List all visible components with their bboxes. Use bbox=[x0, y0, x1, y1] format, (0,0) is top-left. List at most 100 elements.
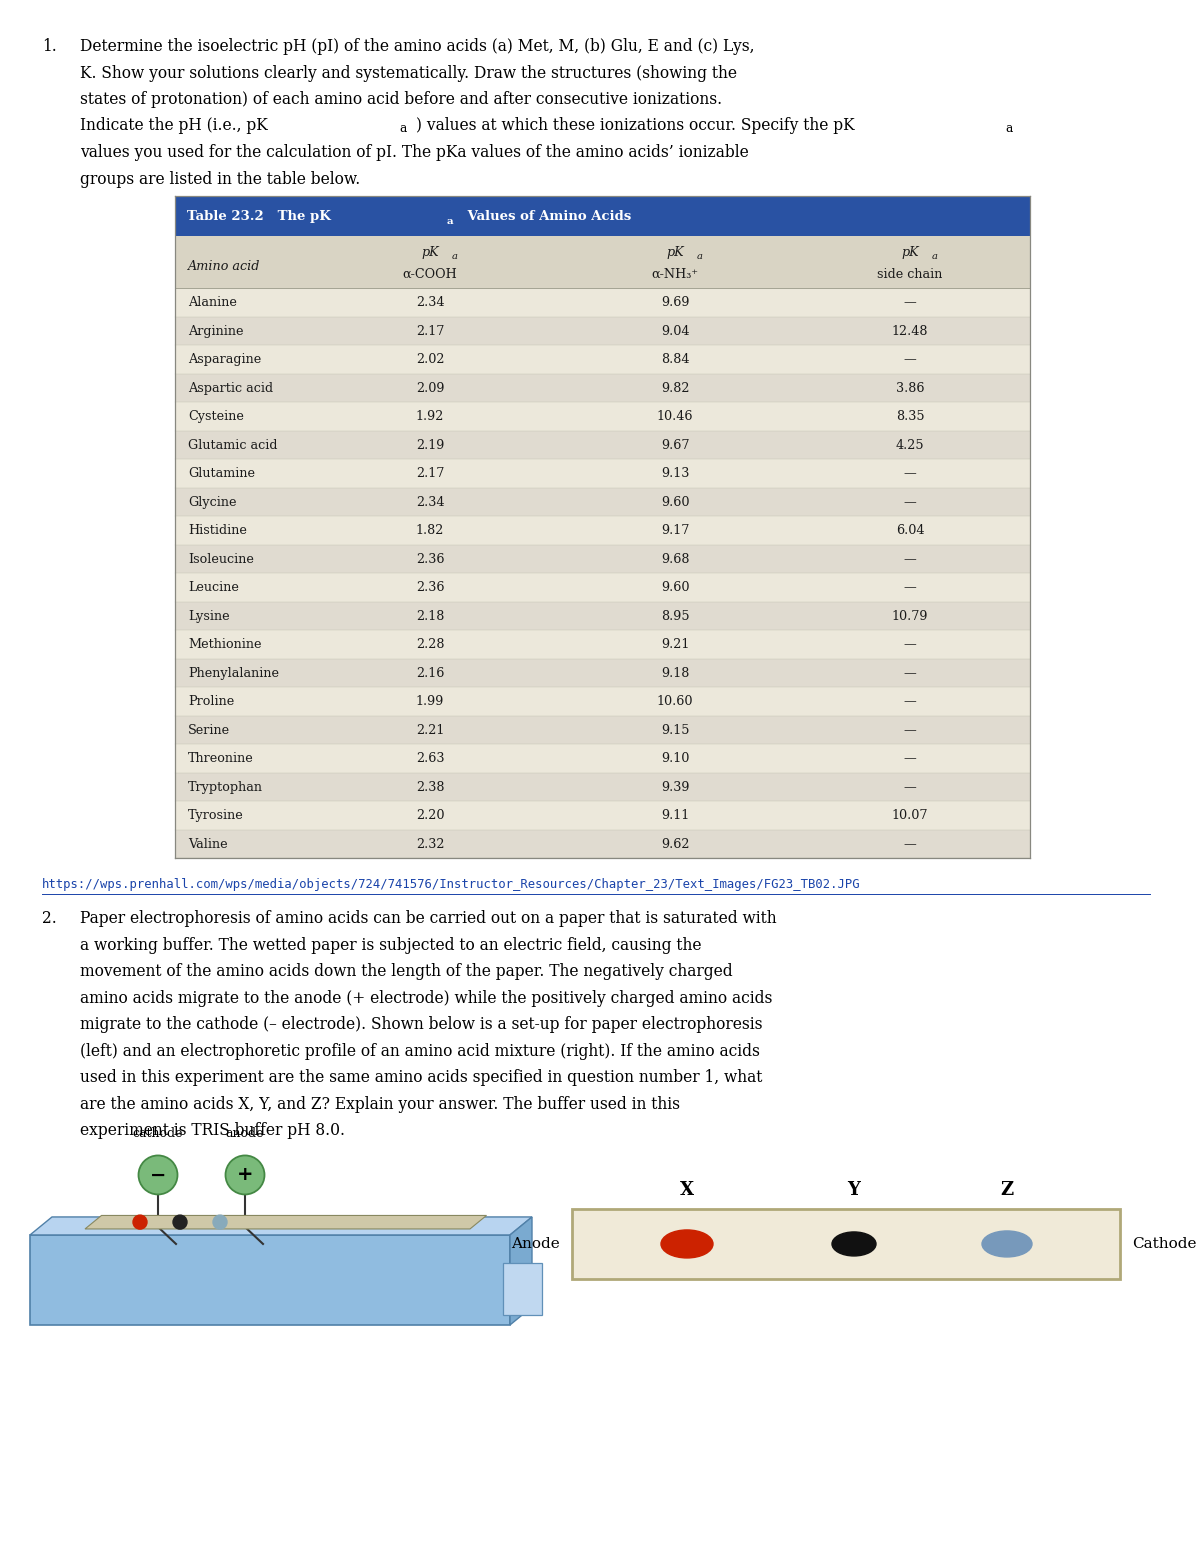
Ellipse shape bbox=[832, 1232, 876, 1256]
Text: 9.69: 9.69 bbox=[661, 296, 689, 309]
Text: K. Show your solutions clearly and systematically. Draw the structures (showing : K. Show your solutions clearly and syste… bbox=[80, 64, 737, 82]
FancyBboxPatch shape bbox=[572, 1209, 1120, 1279]
Text: 2.32: 2.32 bbox=[415, 837, 444, 851]
Text: https://wps.prenhall.com/wps/media/objects/724/741576/Instructor_Resources/Chapt: https://wps.prenhall.com/wps/media/objec… bbox=[42, 878, 860, 892]
Text: 10.46: 10.46 bbox=[656, 411, 694, 423]
Text: 6.04: 6.04 bbox=[895, 524, 924, 538]
Text: (left) and an electrophoretic profile of an amino acid mixture (right). If the a: (left) and an electrophoretic profile of… bbox=[80, 1043, 760, 1060]
Text: Paper electrophoresis of amino acids can be carried out on a paper that is satur: Paper electrophoresis of amino acids can… bbox=[80, 911, 776, 927]
Text: α-COOH: α-COOH bbox=[403, 268, 457, 281]
Polygon shape bbox=[30, 1217, 532, 1236]
Text: Phenylalanine: Phenylalanine bbox=[188, 666, 278, 679]
Text: Aspartic acid: Aspartic acid bbox=[188, 381, 274, 395]
Text: values you used for the calculation of pI. The pKa values of the amino acids’ io: values you used for the calculation of p… bbox=[80, 144, 749, 162]
FancyBboxPatch shape bbox=[175, 773, 1030, 801]
Text: Serine: Serine bbox=[188, 724, 230, 737]
Text: —: — bbox=[904, 353, 917, 367]
FancyBboxPatch shape bbox=[175, 403, 1030, 431]
Text: 1.82: 1.82 bbox=[416, 524, 444, 538]
Text: Anode: Anode bbox=[511, 1237, 560, 1251]
Text: 10.07: 10.07 bbox=[892, 809, 929, 822]
Text: 9.15: 9.15 bbox=[661, 724, 689, 737]
Text: 4.25: 4.25 bbox=[895, 439, 924, 452]
Text: 2.09: 2.09 bbox=[415, 381, 444, 395]
Text: 9.17: 9.17 bbox=[661, 524, 689, 538]
Text: 2.36: 2.36 bbox=[415, 582, 444, 594]
Text: 2.36: 2.36 bbox=[415, 552, 444, 566]
Text: 2.02: 2.02 bbox=[415, 353, 444, 367]
Text: —: — bbox=[904, 837, 917, 851]
Text: 2.: 2. bbox=[42, 911, 56, 927]
Text: Arginine: Arginine bbox=[188, 325, 244, 337]
Text: Determine the isoelectric pH (pI) of the amino acids (a) Met, M, (b) Glu, E and : Determine the isoelectric pH (pI) of the… bbox=[80, 38, 755, 55]
FancyBboxPatch shape bbox=[175, 196, 1030, 237]
FancyBboxPatch shape bbox=[175, 630, 1030, 659]
FancyBboxPatch shape bbox=[175, 829, 1030, 858]
Text: Values of Amino Acids: Values of Amino Acids bbox=[463, 210, 631, 223]
Text: Histidine: Histidine bbox=[188, 524, 247, 538]
Text: Valine: Valine bbox=[188, 837, 228, 851]
Text: Z: Z bbox=[1001, 1181, 1014, 1200]
Text: 9.62: 9.62 bbox=[661, 837, 689, 851]
Ellipse shape bbox=[661, 1229, 713, 1258]
FancyBboxPatch shape bbox=[175, 659, 1030, 687]
Text: states of protonation) of each amino acid before and after consecutive ionizatio: states of protonation) of each amino aci… bbox=[80, 91, 722, 108]
Text: a: a bbox=[451, 252, 457, 260]
Text: 1.99: 1.99 bbox=[416, 695, 444, 709]
FancyBboxPatch shape bbox=[175, 237, 1030, 289]
Text: —: — bbox=[904, 695, 917, 709]
Circle shape bbox=[133, 1215, 148, 1229]
Text: —: — bbox=[904, 467, 917, 480]
FancyBboxPatch shape bbox=[175, 431, 1030, 459]
FancyBboxPatch shape bbox=[175, 745, 1030, 773]
Text: cathode: cathode bbox=[133, 1127, 184, 1140]
Text: 9.60: 9.60 bbox=[661, 582, 689, 594]
Text: used in this experiment are the same amino acids specified in question number 1,: used in this experiment are the same ami… bbox=[80, 1069, 762, 1087]
FancyBboxPatch shape bbox=[503, 1262, 542, 1316]
Text: 9.82: 9.82 bbox=[661, 381, 689, 395]
Text: anode: anode bbox=[226, 1127, 264, 1140]
Text: 2.17: 2.17 bbox=[416, 467, 444, 480]
FancyBboxPatch shape bbox=[175, 546, 1030, 574]
Text: experiment is TRIS buffer pH 8.0.: experiment is TRIS buffer pH 8.0. bbox=[80, 1123, 346, 1140]
Text: 9.11: 9.11 bbox=[661, 809, 689, 822]
Text: 2.18: 2.18 bbox=[416, 610, 444, 622]
Text: 2.16: 2.16 bbox=[416, 666, 444, 679]
Text: 9.39: 9.39 bbox=[661, 781, 689, 793]
Text: 9.21: 9.21 bbox=[661, 638, 689, 651]
Text: Asparagine: Asparagine bbox=[188, 353, 262, 367]
Text: Cysteine: Cysteine bbox=[188, 411, 244, 423]
Text: 8.35: 8.35 bbox=[895, 411, 924, 423]
Text: groups are listed in the table below.: groups are listed in the table below. bbox=[80, 171, 360, 188]
Text: 9.60: 9.60 bbox=[661, 495, 689, 508]
Text: 9.18: 9.18 bbox=[661, 666, 689, 679]
Text: 9.13: 9.13 bbox=[661, 467, 689, 480]
Text: are the amino acids X, Y, and Z? Explain your answer. The buffer used in this: are the amino acids X, Y, and Z? Explain… bbox=[80, 1096, 680, 1113]
Text: 12.48: 12.48 bbox=[892, 325, 929, 337]
Text: Alanine: Alanine bbox=[188, 296, 236, 309]
Text: movement of the amino acids down the length of the paper. The negatively charged: movement of the amino acids down the len… bbox=[80, 963, 733, 980]
Circle shape bbox=[138, 1156, 178, 1195]
Text: —: — bbox=[904, 495, 917, 508]
Text: a: a bbox=[931, 252, 937, 260]
Text: 2.63: 2.63 bbox=[415, 753, 444, 765]
Text: Threonine: Threonine bbox=[188, 753, 253, 765]
Text: −: − bbox=[150, 1165, 166, 1184]
FancyBboxPatch shape bbox=[30, 1236, 510, 1325]
Text: —: — bbox=[904, 753, 917, 765]
Text: 2.19: 2.19 bbox=[416, 439, 444, 452]
Polygon shape bbox=[510, 1217, 532, 1325]
Text: Y: Y bbox=[847, 1181, 860, 1200]
Text: 9.67: 9.67 bbox=[661, 439, 689, 452]
Text: α-NH₃⁺: α-NH₃⁺ bbox=[652, 268, 698, 281]
Text: a: a bbox=[696, 252, 702, 260]
Text: Indicate the pH (i.e., pK: Indicate the pH (i.e., pK bbox=[80, 118, 268, 135]
Text: —: — bbox=[904, 582, 917, 594]
Circle shape bbox=[173, 1215, 187, 1229]
Text: a working buffer. The wetted paper is subjected to an electric field, causing th: a working buffer. The wetted paper is su… bbox=[80, 938, 702, 953]
Text: a: a bbox=[400, 121, 407, 135]
Text: Lysine: Lysine bbox=[188, 610, 229, 622]
FancyBboxPatch shape bbox=[175, 717, 1030, 745]
FancyBboxPatch shape bbox=[175, 459, 1030, 488]
Text: 9.68: 9.68 bbox=[661, 552, 689, 566]
